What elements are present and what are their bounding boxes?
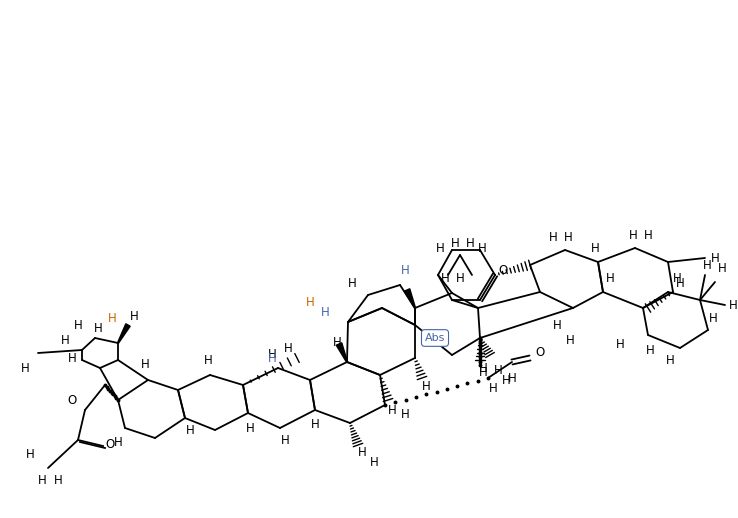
Text: H: H: [401, 409, 410, 422]
Text: H: H: [61, 334, 69, 347]
Text: H: H: [644, 228, 652, 241]
Text: H: H: [246, 422, 255, 435]
Text: H: H: [553, 319, 562, 332]
Text: H: H: [421, 381, 430, 394]
Text: H: H: [606, 271, 614, 284]
Text: H: H: [703, 258, 711, 271]
Text: H: H: [387, 404, 396, 416]
Text: H: H: [708, 311, 717, 324]
Text: H: H: [646, 343, 655, 356]
Text: H: H: [479, 367, 487, 380]
Text: H: H: [672, 271, 681, 284]
Text: H: H: [565, 334, 574, 347]
Text: H: H: [590, 241, 599, 254]
Text: H: H: [370, 455, 379, 468]
Text: H: H: [548, 231, 557, 243]
Text: H: H: [320, 306, 329, 319]
Text: Abs: Abs: [425, 333, 445, 343]
Text: H: H: [54, 473, 63, 486]
Text: H: H: [130, 309, 139, 323]
Text: H: H: [717, 262, 726, 275]
Text: H: H: [455, 271, 464, 284]
Text: H: H: [477, 241, 486, 254]
Text: H: H: [666, 353, 675, 367]
Text: H: H: [615, 338, 624, 352]
Text: H: H: [283, 341, 292, 354]
Polygon shape: [337, 343, 348, 362]
Text: H: H: [94, 322, 103, 335]
Text: O: O: [498, 264, 508, 277]
Text: H: H: [68, 352, 76, 365]
Text: H: H: [268, 348, 276, 361]
Text: H: H: [466, 237, 475, 250]
Text: H: H: [711, 252, 720, 265]
Polygon shape: [404, 289, 415, 308]
Text: H: H: [502, 373, 511, 386]
Text: H: H: [564, 231, 573, 243]
Text: H: H: [306, 295, 314, 309]
Text: H: H: [348, 277, 356, 290]
Text: H: H: [311, 419, 320, 431]
Text: H: H: [186, 424, 194, 437]
Text: H: H: [675, 277, 684, 290]
Text: O: O: [106, 438, 114, 451]
Text: H: H: [204, 353, 213, 367]
Text: H: H: [38, 473, 46, 486]
Text: H: H: [21, 362, 30, 375]
Text: H: H: [441, 271, 449, 284]
Text: H: H: [333, 337, 342, 350]
Text: H: H: [494, 364, 503, 377]
Text: H: H: [268, 352, 276, 365]
Text: H: H: [508, 371, 517, 384]
Text: H: H: [489, 381, 497, 395]
Text: H: H: [358, 445, 366, 458]
Text: O: O: [67, 395, 77, 408]
Text: H: H: [629, 228, 638, 241]
Text: H: H: [280, 434, 289, 447]
Text: H: H: [26, 449, 35, 462]
Text: H: H: [451, 237, 459, 250]
Polygon shape: [117, 324, 130, 343]
Text: H: H: [728, 298, 737, 311]
Text: H: H: [108, 311, 117, 324]
Text: O: O: [535, 347, 545, 359]
Text: H: H: [435, 241, 444, 254]
Text: H: H: [74, 319, 83, 332]
Text: H: H: [479, 362, 487, 375]
Text: H: H: [114, 437, 123, 450]
Text: H: H: [141, 358, 149, 371]
Text: H: H: [401, 264, 410, 277]
